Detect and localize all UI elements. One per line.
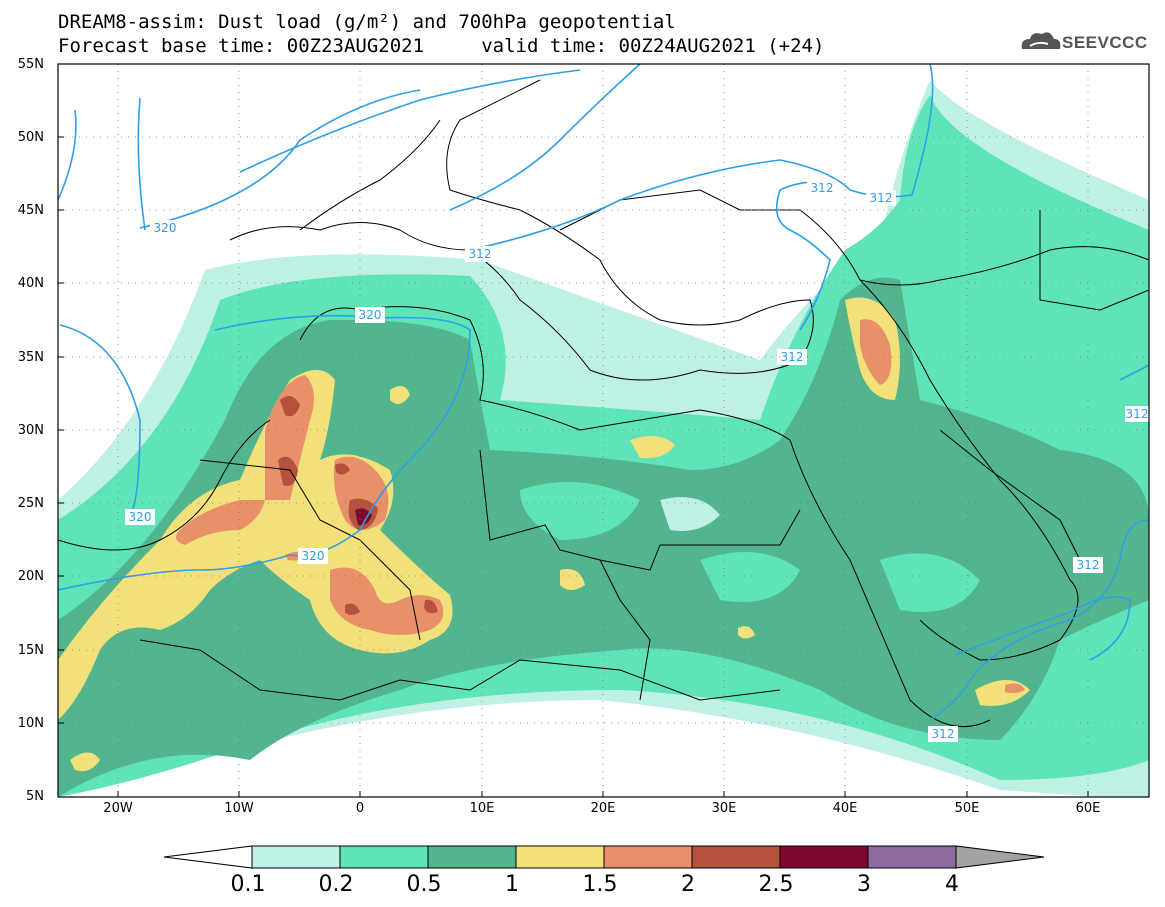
dust-field [58, 80, 1149, 797]
contour-label: 320 [302, 549, 325, 563]
contour-label: 312 [781, 350, 804, 364]
contour-labels: 320 320 320 320 312 312 312 312 312 312 … [125, 180, 1149, 742]
contour-label: 312 [1126, 407, 1149, 421]
colorbar-tick-label: 3 [857, 872, 871, 897]
contour-label: 320 [359, 308, 382, 322]
lon-label: 40E [832, 801, 858, 816]
colorbar-tick-label: 0.1 [230, 872, 266, 897]
colorbar-tick-label: 2.5 [758, 872, 794, 897]
cloud-icon [1021, 32, 1061, 49]
contour-label: 312 [1077, 558, 1100, 572]
lat-label: 25N [17, 496, 44, 511]
contour-label: 312 [870, 191, 893, 205]
lon-label: 20W [103, 801, 133, 816]
chart-title: DREAM8-assim: Dust load (g/m²) and 700hP… [58, 11, 676, 33]
colorbar-tick-label: 1 [505, 872, 519, 897]
lat-label: 30N [17, 423, 44, 438]
lat-label: 20N [17, 569, 44, 584]
colorbar-tick-label: 0.2 [318, 872, 354, 897]
lat-label: 35N [17, 350, 44, 365]
logo-text: SEEVCCC [1062, 33, 1148, 52]
contour-label: 312 [932, 727, 955, 741]
lat-label: 10N [17, 716, 44, 731]
coastlines [58, 79, 1149, 728]
lon-label: 10E [469, 801, 495, 816]
colorbar-tick-label: 2 [681, 872, 695, 897]
lon-label: 20E [590, 801, 616, 816]
colorbar-tick-label: 0.5 [406, 872, 442, 897]
chart-subtitle: Forecast base time: 00Z23AUG2021 valid t… [58, 35, 825, 57]
contour-label: 320 [154, 221, 177, 235]
colorbar-tick-label: 1.5 [582, 872, 618, 897]
lat-label: 15N [17, 643, 44, 658]
lon-label: 50E [954, 801, 980, 816]
contour-label: 312 [469, 247, 492, 261]
lon-label: 30E [711, 801, 737, 816]
lat-label: 55N [17, 57, 44, 72]
colorbar-tick-label: 4 [945, 872, 959, 897]
contour-label: 312 [811, 181, 834, 195]
lat-label: 40N [17, 276, 44, 291]
contour-label: 320 [129, 510, 152, 524]
lon-label: 60E [1075, 801, 1101, 816]
lon-label: 10W [224, 801, 254, 816]
lat-label: 5N [26, 789, 44, 804]
lon-label: 0 [355, 801, 365, 816]
lat-label: 45N [17, 203, 44, 218]
lat-label: 50N [17, 130, 44, 145]
